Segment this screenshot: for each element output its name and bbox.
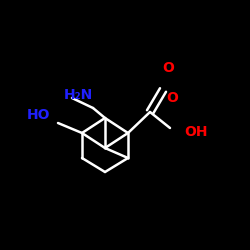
Text: HO: HO bbox=[26, 108, 50, 122]
Text: OH: OH bbox=[184, 125, 208, 139]
Text: O: O bbox=[162, 61, 174, 75]
Text: O: O bbox=[166, 91, 178, 105]
Text: H₂N: H₂N bbox=[64, 88, 92, 102]
